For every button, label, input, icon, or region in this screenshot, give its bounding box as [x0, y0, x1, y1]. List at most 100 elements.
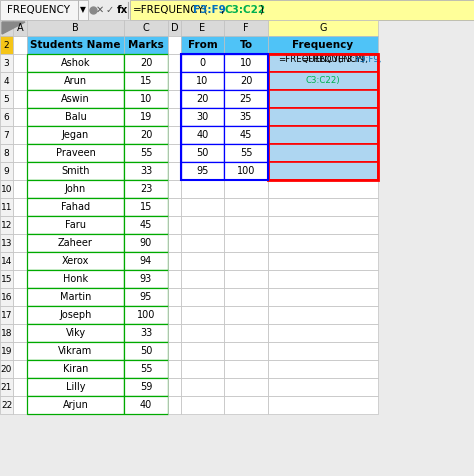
Bar — [168, 234, 181, 252]
Text: fx: fx — [116, 5, 128, 15]
Bar — [13, 126, 27, 144]
Bar — [13, 108, 27, 126]
Bar — [181, 54, 224, 72]
Bar — [224, 252, 268, 270]
Bar — [13, 270, 27, 288]
Bar — [27, 342, 124, 360]
Bar — [181, 306, 224, 324]
Text: 15: 15 — [1, 275, 12, 284]
Text: 19: 19 — [140, 112, 152, 122]
Text: 33: 33 — [140, 166, 152, 176]
Bar — [0, 306, 13, 324]
Bar — [124, 198, 168, 216]
Text: E: E — [200, 23, 206, 33]
Bar — [27, 306, 124, 324]
Bar — [124, 144, 168, 162]
Text: Faru: Faru — [65, 220, 86, 230]
Bar — [27, 72, 124, 90]
Bar — [181, 270, 224, 288]
Bar — [224, 270, 268, 288]
Bar — [13, 90, 27, 108]
Bar — [224, 54, 268, 72]
Bar — [224, 360, 268, 378]
Text: D: D — [171, 23, 178, 33]
Bar — [124, 162, 168, 180]
Bar — [124, 180, 168, 198]
Bar — [13, 20, 27, 36]
Text: 13: 13 — [1, 238, 12, 248]
Bar — [0, 342, 13, 360]
Bar — [13, 234, 27, 252]
Bar — [13, 144, 27, 162]
Bar — [168, 90, 181, 108]
Bar — [0, 162, 13, 180]
Bar — [13, 180, 27, 198]
Bar — [224, 90, 268, 108]
Bar — [124, 20, 168, 36]
Bar — [268, 378, 378, 396]
Bar — [13, 198, 27, 216]
Bar — [168, 54, 181, 72]
Bar — [27, 108, 124, 126]
Text: Arun: Arun — [64, 76, 87, 86]
Bar — [168, 306, 181, 324]
Bar — [124, 396, 168, 414]
Bar — [124, 90, 168, 108]
Text: 10: 10 — [1, 185, 12, 194]
Bar — [224, 20, 268, 36]
Bar — [0, 126, 13, 144]
Bar — [0, 54, 13, 72]
Bar — [13, 342, 27, 360]
Bar — [168, 108, 181, 126]
Bar — [181, 162, 224, 180]
Bar — [224, 216, 268, 234]
Text: 15: 15 — [140, 202, 152, 212]
Bar — [124, 252, 168, 270]
Bar — [181, 36, 224, 54]
Text: C3:C22: C3:C22 — [225, 5, 266, 15]
Text: 93: 93 — [140, 274, 152, 284]
Bar — [27, 216, 124, 234]
Bar — [13, 306, 27, 324]
Bar — [268, 234, 378, 252]
Bar — [124, 306, 168, 324]
Bar — [168, 36, 181, 54]
Bar — [181, 252, 224, 270]
Bar — [268, 162, 378, 180]
Bar — [268, 54, 378, 180]
Text: To: To — [239, 40, 253, 50]
Bar — [181, 324, 224, 342]
Bar — [181, 126, 224, 144]
Text: Zaheer: Zaheer — [58, 238, 93, 248]
Text: 20: 20 — [140, 130, 152, 140]
Bar — [27, 126, 124, 144]
Text: Aswin: Aswin — [61, 94, 90, 104]
Text: 9: 9 — [4, 167, 9, 176]
Text: 55: 55 — [140, 364, 152, 374]
Text: From: From — [188, 40, 218, 50]
Bar — [124, 270, 168, 288]
Bar — [224, 306, 268, 324]
Bar — [27, 90, 124, 108]
Text: 10: 10 — [140, 94, 152, 104]
Bar — [168, 360, 181, 378]
Bar — [124, 108, 168, 126]
Bar — [124, 360, 168, 378]
Bar — [224, 108, 268, 126]
Text: Frequency: Frequency — [292, 40, 354, 50]
Text: ,: , — [220, 5, 223, 15]
Bar — [181, 108, 224, 126]
Text: 19: 19 — [1, 347, 12, 356]
Text: FREQUENCY: FREQUENCY — [8, 5, 71, 15]
Text: 55: 55 — [140, 148, 152, 158]
Polygon shape — [2, 22, 25, 34]
Bar — [268, 216, 378, 234]
Text: Jegan: Jegan — [62, 130, 89, 140]
Text: G: G — [319, 23, 327, 33]
Bar — [224, 288, 268, 306]
Bar — [124, 72, 168, 90]
Bar — [13, 396, 27, 414]
Bar — [168, 378, 181, 396]
Bar — [124, 126, 168, 144]
Bar — [27, 144, 124, 162]
